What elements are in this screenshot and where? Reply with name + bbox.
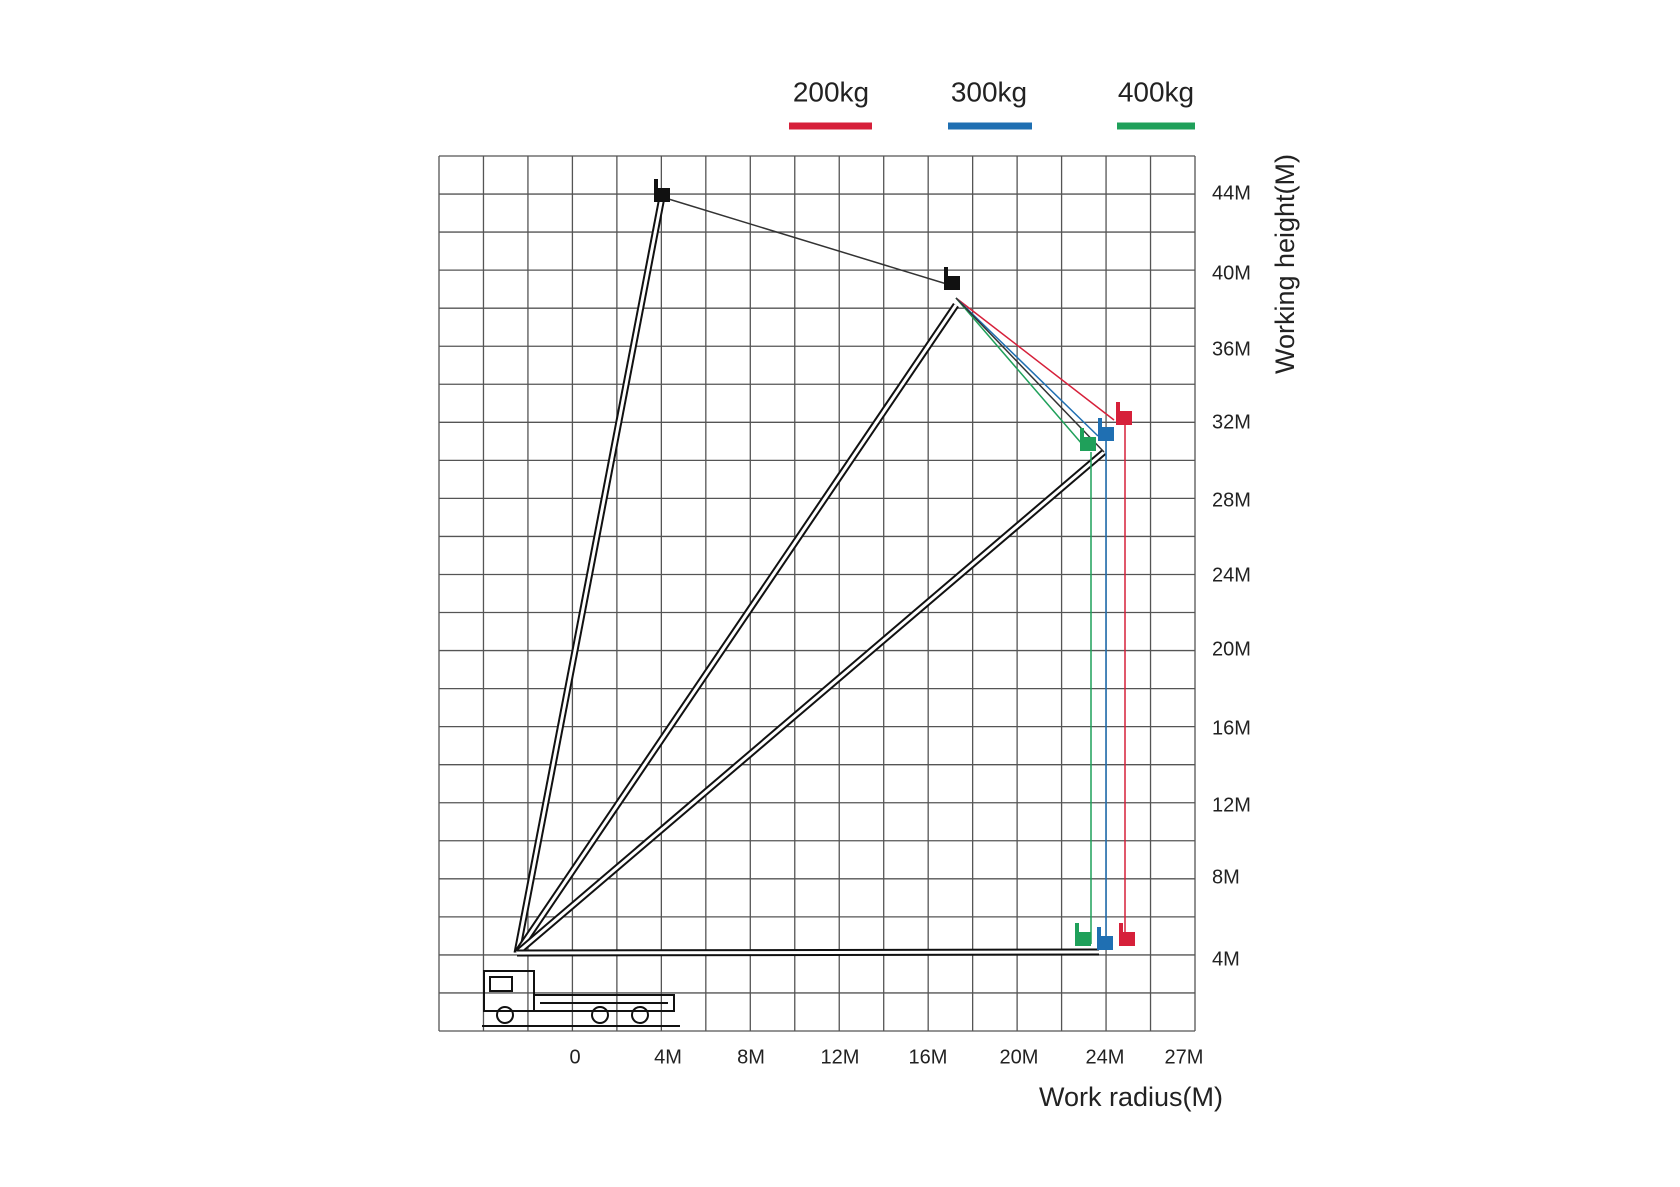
boom-inner xyxy=(516,450,1105,955)
basket-post xyxy=(944,267,948,277)
basket-post xyxy=(1116,402,1120,412)
y-tick-label: 20M xyxy=(1212,638,1251,660)
wheel xyxy=(631,1006,649,1024)
x-axis-title: Work radius(M) xyxy=(1039,1082,1223,1112)
legend-label: 300kg xyxy=(951,76,1027,107)
booms xyxy=(482,179,1135,1027)
x-tick-label: 8M xyxy=(737,1046,765,1068)
basket xyxy=(654,188,670,202)
y-tick-label: 44M xyxy=(1212,182,1251,204)
jib xyxy=(955,297,1115,421)
basket xyxy=(1119,932,1135,946)
basket xyxy=(944,276,960,290)
basket xyxy=(1116,411,1132,425)
truck-cab xyxy=(483,970,535,1012)
basket-post xyxy=(1097,927,1101,937)
basket-post xyxy=(1075,923,1079,933)
jib xyxy=(955,297,1099,437)
legend-label: 400kg xyxy=(1118,76,1194,107)
y-tick-label: 12M xyxy=(1212,794,1251,816)
y-tick-label: 40M xyxy=(1212,262,1251,284)
boom-inner xyxy=(515,196,664,954)
grid xyxy=(438,155,1196,1032)
y-tick-label: 28M xyxy=(1212,489,1251,511)
basket-post xyxy=(1098,418,1102,428)
truck-body xyxy=(533,994,675,1012)
x-tick-label: 4M xyxy=(654,1046,682,1068)
basket xyxy=(1098,427,1114,441)
basket xyxy=(1080,437,1096,451)
x-tick-label: 24M xyxy=(1086,1046,1125,1068)
x-tick-label: 16M xyxy=(909,1046,948,1068)
jib xyxy=(955,297,1083,445)
y-tick-label: 16M xyxy=(1212,717,1251,739)
truck-window xyxy=(489,976,513,992)
x-tick-label: 27M xyxy=(1165,1046,1204,1068)
boom-inner xyxy=(516,950,1100,955)
basket xyxy=(1097,936,1113,950)
x-tick-label: 12M xyxy=(821,1046,860,1068)
y-tick-label: 36M xyxy=(1212,338,1251,360)
basket-post xyxy=(654,179,658,189)
labels: Work radius(M) Working height(M) 200kg 30… xyxy=(569,76,1300,1112)
basket xyxy=(1075,932,1091,946)
x-tick-label: 0 xyxy=(569,1046,580,1068)
boom-inner xyxy=(515,304,958,954)
y-axis-title: Working height(M) xyxy=(1270,154,1300,374)
y-tick-label: 32M xyxy=(1212,411,1251,433)
y-tick-label: 8M xyxy=(1212,866,1240,888)
wheel xyxy=(496,1006,514,1024)
basket-post xyxy=(1080,428,1084,438)
wheel xyxy=(591,1006,609,1024)
jib xyxy=(955,297,1105,453)
y-tick-label: 4M xyxy=(1212,948,1240,970)
basket-post xyxy=(1119,923,1123,933)
jib xyxy=(661,196,951,286)
legend-label: 200kg xyxy=(793,76,869,107)
y-tick-label: 24M xyxy=(1212,564,1251,586)
x-tick-label: 20M xyxy=(1000,1046,1039,1068)
